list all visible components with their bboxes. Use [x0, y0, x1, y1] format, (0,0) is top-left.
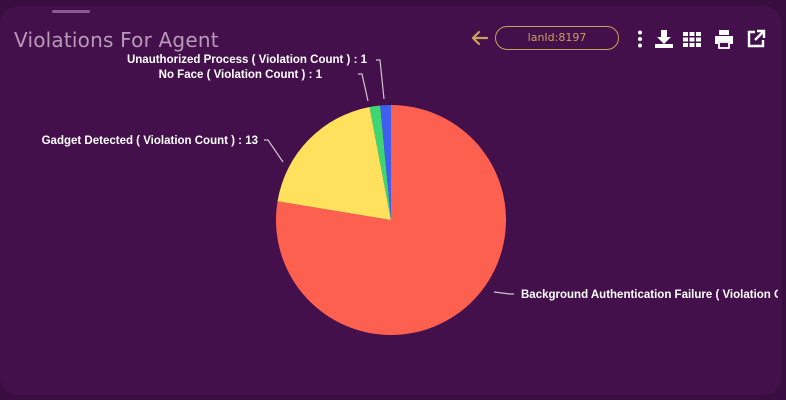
pie-slice-gadget-detected[interactable] [277, 107, 391, 220]
data-label: Unauthorized Process ( Violation Count )… [127, 54, 368, 66]
data-label: No Face ( Violation Count ) : 1 [159, 69, 323, 81]
pie-slice-unauthorized-process[interactable] [380, 105, 391, 220]
back-arrow-icon[interactable] [470, 28, 490, 48]
label-connector [376, 59, 385, 100]
download-icon[interactable] [654, 29, 674, 49]
pie-slice-no-face[interactable] [369, 105, 391, 220]
tab-indicator [52, 10, 90, 13]
more-vertical-icon[interactable] [630, 29, 650, 49]
open-external-icon[interactable] [746, 29, 766, 49]
chart-title: Violations For Agent [14, 28, 219, 52]
label-connector [264, 139, 284, 163]
label-connector [493, 291, 514, 295]
print-icon[interactable] [714, 29, 734, 49]
lanid-badge[interactable]: lanId:8197 [495, 26, 619, 50]
data-label: Gadget Detected ( Violation Count ) : 13 [42, 135, 258, 147]
data-label: Background Authentication Failure ( Viol… [521, 289, 786, 301]
table-grid-icon[interactable] [682, 29, 702, 49]
label-connector [358, 73, 369, 102]
